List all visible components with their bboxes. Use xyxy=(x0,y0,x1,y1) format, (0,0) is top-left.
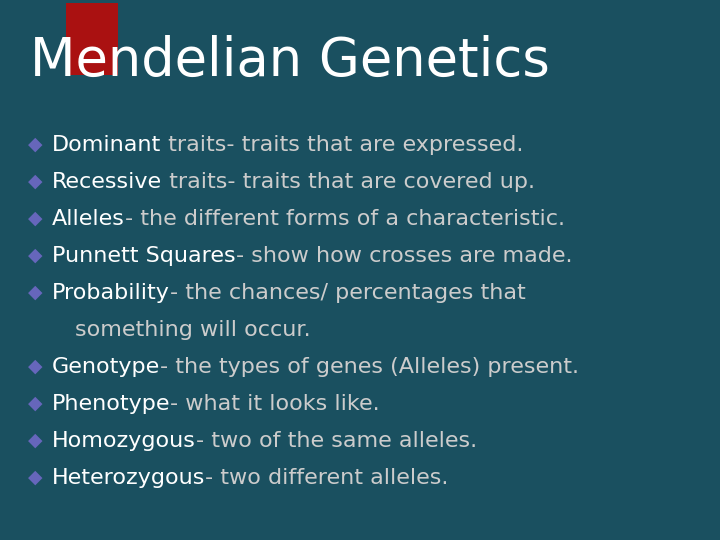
Text: Dominant: Dominant xyxy=(52,135,161,155)
Text: Phenotype: Phenotype xyxy=(52,394,171,414)
Text: ◆: ◆ xyxy=(28,357,42,376)
Text: ◆: ◆ xyxy=(28,135,42,154)
Text: - show how crosses are made.: - show how crosses are made. xyxy=(235,246,572,266)
Text: ◆: ◆ xyxy=(28,209,42,228)
Text: ◆: ◆ xyxy=(28,394,42,413)
Text: Punnett Squares: Punnett Squares xyxy=(52,246,235,266)
Text: traits- traits that are expressed.: traits- traits that are expressed. xyxy=(161,135,523,155)
Text: Recessive: Recessive xyxy=(52,172,162,192)
Text: ◆: ◆ xyxy=(28,246,42,265)
Text: - the chances/ percentages that: - the chances/ percentages that xyxy=(170,283,526,303)
Text: Heterozygous: Heterozygous xyxy=(52,468,205,488)
Text: Alleles: Alleles xyxy=(52,209,125,229)
Bar xyxy=(66,3,117,75)
Text: - the different forms of a characteristic.: - the different forms of a characteristi… xyxy=(125,209,565,229)
Text: ◆: ◆ xyxy=(28,172,42,191)
Text: - two different alleles.: - two different alleles. xyxy=(205,468,449,488)
Text: - two of the same alleles.: - two of the same alleles. xyxy=(196,431,477,451)
Text: traits- traits that are covered up.: traits- traits that are covered up. xyxy=(162,172,535,192)
Text: - what it looks like.: - what it looks like. xyxy=(171,394,380,414)
Text: something will occur.: something will occur. xyxy=(75,320,310,340)
Text: Homozygous: Homozygous xyxy=(52,431,196,451)
Text: Probability: Probability xyxy=(52,283,170,303)
Text: ◆: ◆ xyxy=(28,468,42,487)
Text: ◆: ◆ xyxy=(28,283,42,302)
Text: Mendelian Genetics: Mendelian Genetics xyxy=(30,35,550,87)
Text: ◆: ◆ xyxy=(28,431,42,450)
Text: Genotype: Genotype xyxy=(52,357,161,377)
Text: - the types of genes (Alleles) present.: - the types of genes (Alleles) present. xyxy=(161,357,580,377)
